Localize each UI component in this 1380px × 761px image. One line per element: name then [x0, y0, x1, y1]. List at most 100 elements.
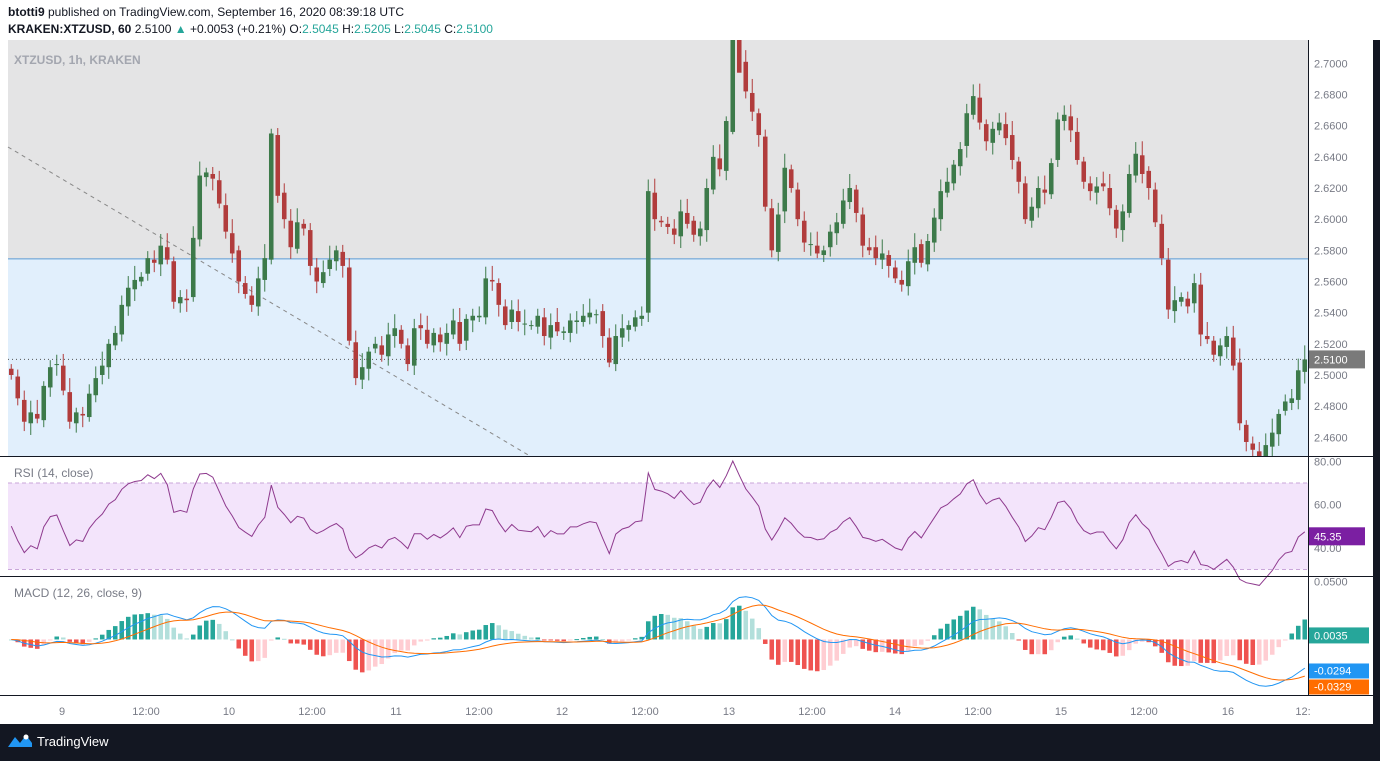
candle[interactable]	[431, 332, 437, 346]
candle[interactable]	[879, 253, 885, 260]
candle[interactable]	[333, 250, 339, 262]
candle[interactable]	[866, 247, 872, 251]
candle[interactable]	[515, 311, 521, 323]
candle[interactable]	[795, 189, 801, 220]
candle[interactable]	[1159, 223, 1165, 259]
candle[interactable]	[1185, 298, 1191, 307]
candle[interactable]	[1243, 424, 1249, 442]
candle[interactable]	[15, 376, 21, 399]
candle[interactable]	[756, 113, 762, 136]
candle[interactable]	[860, 214, 866, 246]
candle[interactable]	[340, 251, 346, 266]
candle[interactable]	[587, 312, 593, 318]
candle[interactable]	[47, 367, 53, 388]
candle[interactable]	[1165, 259, 1171, 310]
candle[interactable]	[619, 328, 625, 338]
candle[interactable]	[717, 158, 723, 170]
candle[interactable]	[1042, 189, 1048, 193]
candle[interactable]	[476, 315, 482, 318]
candle[interactable]	[522, 323, 528, 325]
candle[interactable]	[613, 336, 619, 365]
candle[interactable]	[1048, 163, 1054, 195]
candle[interactable]	[268, 133, 274, 260]
symbol-label[interactable]: KRAKEN:XTZUSD, 60	[8, 22, 132, 36]
candle[interactable]	[769, 208, 775, 251]
candle[interactable]	[606, 337, 612, 363]
candle[interactable]	[73, 412, 79, 424]
candle[interactable]	[424, 329, 430, 344]
candle[interactable]	[28, 412, 34, 424]
candle[interactable]	[652, 192, 658, 220]
candle[interactable]	[450, 320, 456, 335]
tradingview-brand[interactable]: TradingView	[8, 733, 109, 749]
candle[interactable]	[925, 240, 931, 265]
candle[interactable]	[944, 181, 950, 193]
candle[interactable]	[93, 378, 99, 396]
candle[interactable]	[899, 279, 905, 285]
candle[interactable]	[704, 188, 710, 231]
candle[interactable]	[379, 345, 385, 355]
candle[interactable]	[548, 325, 554, 338]
candle[interactable]	[1139, 155, 1145, 174]
candle[interactable]	[346, 267, 352, 341]
candle[interactable]	[567, 320, 573, 333]
candle[interactable]	[67, 392, 73, 422]
candle[interactable]	[1269, 432, 1275, 447]
candle[interactable]	[951, 164, 957, 184]
candle[interactable]	[177, 297, 183, 304]
candle[interactable]	[320, 272, 326, 284]
candle[interactable]	[678, 211, 684, 237]
chart-svg[interactable]: 2.7000 2.6800 2.6600 2.6400 2.6200 2.6000 2.58…	[0, 40, 1373, 724]
candle[interactable]	[801, 220, 807, 243]
candle[interactable]	[1289, 398, 1295, 404]
candle[interactable]	[847, 188, 853, 203]
candle[interactable]	[502, 306, 508, 326]
candle[interactable]	[691, 220, 697, 235]
candle[interactable]	[197, 175, 203, 240]
candle[interactable]	[392, 328, 398, 337]
candle[interactable]	[1009, 135, 1015, 160]
candle[interactable]	[405, 345, 411, 365]
candle[interactable]	[132, 279, 138, 290]
candle[interactable]	[145, 258, 151, 274]
candle[interactable]	[1120, 211, 1126, 231]
candle[interactable]	[1113, 209, 1119, 229]
candle[interactable]	[1263, 445, 1269, 456]
candle[interactable]	[970, 96, 976, 115]
candle[interactable]	[496, 283, 502, 305]
candle[interactable]	[158, 245, 164, 265]
candle[interactable]	[1276, 413, 1282, 435]
candle[interactable]	[418, 325, 424, 329]
candle[interactable]	[840, 200, 846, 224]
candle[interactable]	[99, 365, 105, 375]
candle[interactable]	[184, 298, 190, 301]
candle[interactable]	[1237, 362, 1243, 424]
candle[interactable]	[1061, 114, 1067, 122]
trend-line[interactable]	[7, 146, 531, 457]
candle[interactable]	[112, 332, 118, 346]
candle[interactable]	[190, 237, 196, 298]
candle[interactable]	[151, 259, 157, 263]
candle[interactable]	[1022, 183, 1028, 220]
candle[interactable]	[639, 315, 645, 319]
candle[interactable]	[8, 368, 14, 375]
candle[interactable]	[684, 212, 690, 224]
candle[interactable]	[372, 343, 378, 349]
candle[interactable]	[977, 97, 983, 123]
candle[interactable]	[1126, 173, 1132, 213]
candle[interactable]	[541, 317, 547, 337]
candle[interactable]	[580, 315, 586, 323]
candle[interactable]	[990, 128, 996, 143]
candle[interactable]	[873, 247, 879, 259]
candle[interactable]	[314, 267, 320, 282]
candle[interactable]	[1074, 131, 1080, 160]
candle[interactable]	[593, 314, 599, 316]
candle[interactable]	[1068, 116, 1074, 131]
candle[interactable]	[931, 217, 937, 243]
candle[interactable]	[288, 220, 294, 248]
candle[interactable]	[1295, 370, 1301, 400]
candle[interactable]	[463, 318, 469, 341]
candle[interactable]	[1035, 188, 1041, 209]
candle[interactable]	[1081, 161, 1087, 182]
candle[interactable]	[957, 149, 963, 167]
